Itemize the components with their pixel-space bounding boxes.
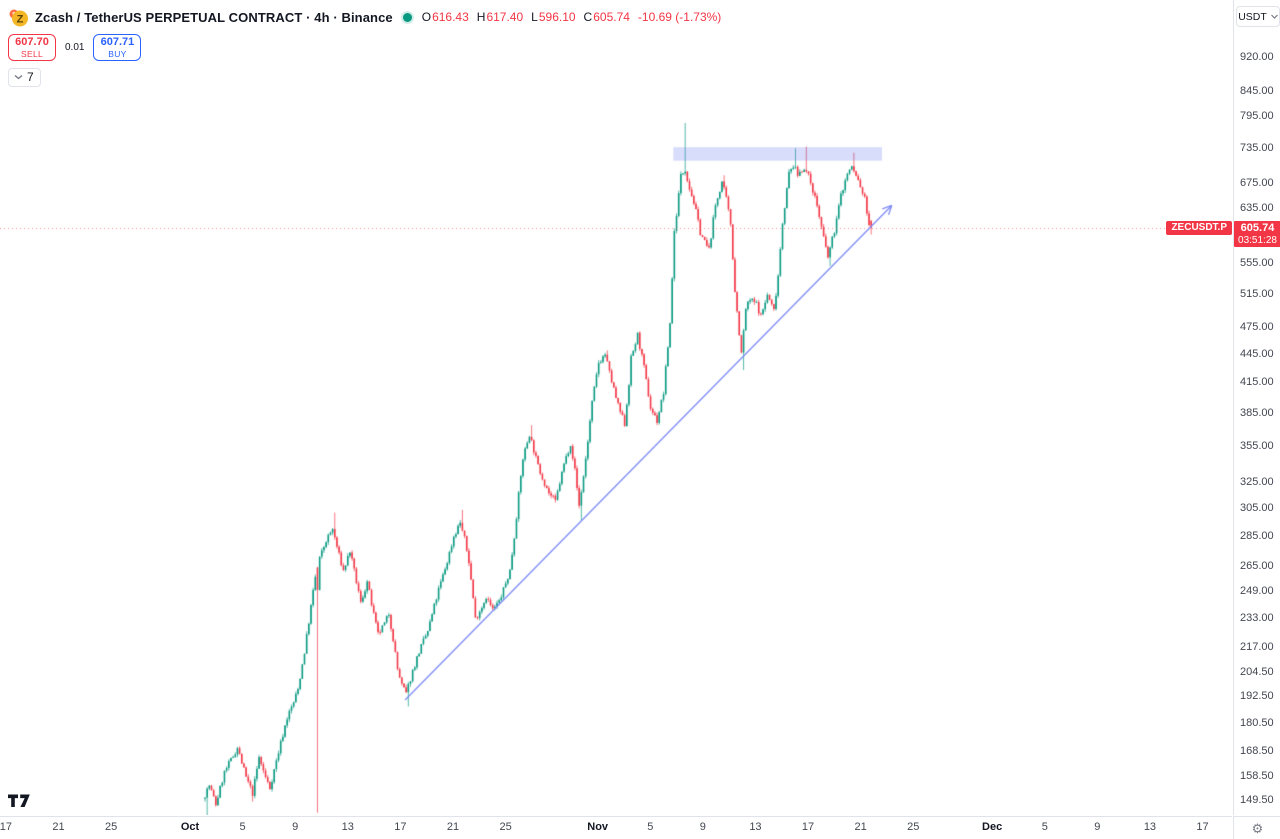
price-tick: 158.50 xyxy=(1240,769,1274,782)
time-tick: 21 xyxy=(854,821,867,833)
price-tick: 217.00 xyxy=(1240,641,1274,654)
price-tick: 192.50 xyxy=(1240,690,1274,703)
bar-countdown: 03:51:28 xyxy=(1238,234,1277,246)
caret-down-icon xyxy=(1270,14,1278,19)
time-tick: 17 xyxy=(0,821,13,833)
price-tick: 515.00 xyxy=(1240,287,1274,300)
price-tick: 445.00 xyxy=(1240,347,1274,360)
buy-button[interactable]: 607.71 BUY xyxy=(93,34,142,61)
price-tick: 168.50 xyxy=(1240,744,1274,757)
price-tick: 325.00 xyxy=(1240,476,1274,489)
price-tick: 415.00 xyxy=(1240,376,1274,389)
time-tick: 5 xyxy=(647,821,654,833)
scales-corner: ⚙ xyxy=(1233,816,1280,839)
time-axis[interactable]: 17 21 25 Oct 5 9 13 17 21 25 Nov 5 9 13 17 21 25 Dec 5 9 13 1… xyxy=(0,816,1232,839)
candlestick-chart[interactable] xyxy=(0,0,1232,815)
currency-unit-button[interactable]: USDT xyxy=(1236,6,1280,27)
time-tick: 5 xyxy=(239,821,246,833)
price-tick: 385.00 xyxy=(1240,406,1274,419)
time-tick: 13 xyxy=(341,821,354,833)
time-tick: 13 xyxy=(1143,821,1157,833)
price-tick: 920.00 xyxy=(1240,50,1274,63)
time-tick: 13 xyxy=(749,821,762,833)
time-tick: 5 xyxy=(1041,821,1048,833)
symbol-title[interactable]: Zcash / TetherUS PERPETUAL CONTRACT · 4h… xyxy=(35,9,393,25)
price-tick: 204.50 xyxy=(1240,665,1274,678)
price-tick: 149.50 xyxy=(1240,793,1274,806)
last-price-value: 605.74 xyxy=(1240,221,1275,234)
trade-panel: 607.70 SELL 0.01 607.71 BUY xyxy=(8,34,721,61)
time-tick: 17 xyxy=(1196,821,1209,833)
price-tick: 735.00 xyxy=(1240,142,1274,155)
price-tick: 285.00 xyxy=(1240,529,1274,542)
svg-text:Z: Z xyxy=(17,13,24,25)
time-tick: Nov xyxy=(587,821,609,833)
spread-value: 0.01 xyxy=(65,42,85,53)
price-tick: 795.00 xyxy=(1240,110,1274,123)
low-value: 596.10 xyxy=(538,10,576,24)
time-tick: 9 xyxy=(1094,821,1101,833)
price-axis[interactable]: 920.00 845.00 795.00 735.00 675.00 635.00 555.… xyxy=(1233,0,1280,815)
collapsed-indicators-chip[interactable]: 7 xyxy=(8,68,41,87)
price-tick: 555.00 xyxy=(1240,257,1274,270)
change-value: -10.69 (-1.73%) xyxy=(637,10,722,24)
time-tick: 21 xyxy=(446,821,460,833)
scale-settings-gear-icon[interactable]: ⚙ xyxy=(1251,820,1264,836)
collapsed-indicators-count: 7 xyxy=(27,70,34,84)
price-line-symbol-tag: ZECUSDT.P xyxy=(1166,220,1232,235)
price-tick: 180.50 xyxy=(1240,716,1274,729)
price-tick: 635.00 xyxy=(1240,202,1274,215)
time-tick: 9 xyxy=(292,821,299,833)
chevron-down-icon xyxy=(14,74,23,80)
price-tick: 475.00 xyxy=(1240,320,1274,333)
tradingview-logo[interactable] xyxy=(8,793,33,814)
last-price-label: 605.74 03:51:28 xyxy=(1234,220,1280,247)
time-tick: Oct xyxy=(180,821,200,833)
price-tick: 265.00 xyxy=(1240,559,1274,572)
time-tick: 17 xyxy=(801,821,815,833)
price-tick: 355.00 xyxy=(1240,439,1274,452)
market-status-icon xyxy=(402,12,412,22)
open-value: 616.43 xyxy=(432,10,469,24)
sell-button[interactable]: 607.70 SELL xyxy=(8,34,56,61)
time-tick: 21 xyxy=(52,821,65,833)
chart-legend: Z Zcash / TetherUS PERPETUAL CONTRACT · … xyxy=(8,7,721,87)
price-tick: 845.00 xyxy=(1240,85,1274,98)
high-value: 617.40 xyxy=(486,10,524,24)
time-tick: 25 xyxy=(907,821,920,833)
time-tick: 25 xyxy=(104,821,118,833)
price-tick: 249.00 xyxy=(1240,585,1274,598)
price-tick: 305.00 xyxy=(1240,502,1274,515)
close-value: 605.74 xyxy=(593,10,630,24)
price-tick: 233.00 xyxy=(1240,612,1274,625)
time-tick: 25 xyxy=(499,821,512,833)
time-tick: 17 xyxy=(394,821,407,833)
time-tick: Dec xyxy=(982,821,1003,833)
time-tick: 9 xyxy=(699,821,706,833)
zcash-logo-icon: Z xyxy=(9,9,28,26)
ohlc-values: O 616.43 H 617.40 L 596.10 C 605.74 -10.69 (… xyxy=(421,10,722,24)
price-tick: 675.00 xyxy=(1240,177,1274,190)
